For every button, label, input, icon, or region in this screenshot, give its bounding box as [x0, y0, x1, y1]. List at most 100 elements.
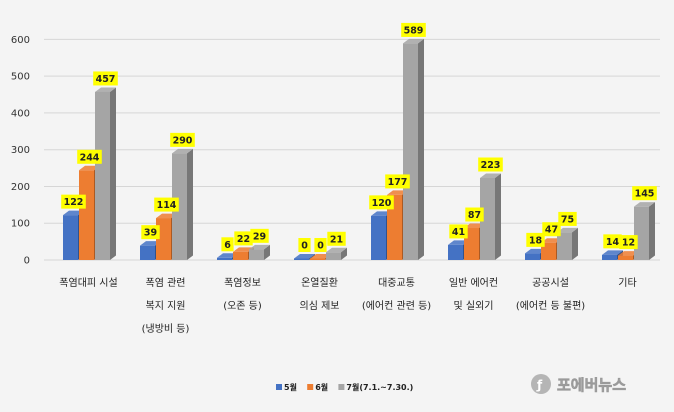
x-tick-label-line: 기타	[618, 277, 636, 289]
y-tick-label: 300	[11, 145, 30, 156]
legend-swatch	[307, 384, 314, 390]
data-label-bg	[221, 237, 234, 252]
watermark-logo-glyph: ƒ	[536, 378, 543, 392]
data-label: 145	[632, 186, 657, 201]
data-label-text: 244	[80, 152, 100, 163]
x-tick-label-line: 의심 제보	[300, 300, 340, 312]
bar-front	[294, 258, 309, 260]
bar-front	[602, 254, 617, 260]
x-tick-label-line: 공공시설	[532, 277, 569, 289]
bar-top	[448, 240, 469, 245]
data-label-bg	[619, 235, 638, 250]
data-label-bg	[401, 22, 426, 37]
x-tick-label: 폭염대피 시설	[59, 277, 117, 289]
legend-swatch	[276, 384, 282, 390]
y-tick-label: 500	[11, 72, 30, 83]
bar-top	[326, 247, 347, 253]
data-label-text: 6	[224, 240, 231, 251]
bar-front	[464, 228, 479, 260]
bar-side	[187, 148, 193, 260]
x-tick-label: 기타	[618, 277, 636, 289]
x-tick-label-line: (오존 등)	[223, 300, 262, 312]
watermark: ƒ 포에버뉴스	[531, 374, 627, 394]
bar-front	[217, 257, 232, 260]
watermark-logo-icon	[531, 374, 551, 394]
x-tick-label: 공공시설 (에어컨 등 불편)	[516, 277, 585, 312]
bar-top	[541, 238, 562, 243]
data-label-text: 87	[468, 210, 481, 221]
x-tick-label-line: 일반 에어컨	[449, 277, 498, 289]
data-label: 0	[314, 238, 327, 252]
x-tick-label-line: 폭염 관련	[146, 277, 186, 289]
bar-top	[525, 248, 546, 254]
bar-top	[217, 253, 238, 258]
bar	[557, 227, 578, 260]
data-label-bg	[77, 149, 102, 164]
bar-front	[233, 251, 248, 260]
bar-side	[418, 38, 424, 260]
y-tick-label: 200	[11, 182, 30, 193]
bar-front	[618, 255, 633, 260]
data-label-text: 145	[635, 189, 655, 200]
y-tick-label: 600	[11, 35, 30, 46]
data-label: 290	[170, 132, 195, 147]
data-label-bg	[250, 228, 269, 243]
data-label-text: 14	[606, 237, 620, 248]
bar-front	[63, 215, 78, 260]
data-label-text: 177	[388, 177, 408, 188]
legend-label: 7월(7.1.~7.30.)	[346, 382, 413, 392]
data-label: 75	[558, 211, 577, 226]
x-tick-label-line: 복지 지원	[146, 300, 186, 312]
data-label-text: 41	[452, 227, 465, 238]
data-label-text: 0	[317, 241, 324, 252]
x-tick-label-line: 및 실외기	[454, 300, 494, 312]
bar-side	[110, 87, 116, 260]
legend-swatch	[338, 384, 345, 390]
data-label-bg	[234, 231, 253, 246]
bar-front	[541, 242, 556, 260]
x-tick-label-line: (냉방비 등)	[142, 323, 190, 335]
data-label-bg	[170, 132, 195, 147]
data-label-bg	[369, 195, 394, 210]
bar-top	[310, 254, 331, 259]
bar-top	[371, 211, 392, 216]
data-label-bg	[526, 232, 545, 247]
bar-top	[403, 38, 424, 44]
bar-top	[249, 244, 270, 250]
y-tick-label: 100	[11, 219, 30, 230]
bar-front	[79, 170, 94, 260]
bar-front	[525, 253, 540, 260]
data-label-text: 18	[529, 235, 543, 246]
bar-top	[95, 87, 116, 92]
data-label: 87	[465, 207, 484, 222]
data-label-bg	[61, 194, 86, 209]
bar	[249, 244, 270, 260]
data-label-bg	[314, 238, 327, 252]
data-label-text: 122	[64, 197, 84, 208]
data-label: 14	[603, 234, 622, 249]
data-label: 177	[385, 174, 410, 189]
bar-top	[172, 148, 193, 154]
data-label-text: 589	[404, 25, 424, 36]
data-label-text: 114	[157, 200, 177, 211]
bar-front	[634, 206, 649, 260]
data-label: 457	[93, 71, 118, 86]
legend-label: 6월	[315, 382, 328, 392]
data-label: 589	[401, 22, 426, 37]
data-label-text: 120	[372, 198, 392, 209]
bar-front	[387, 194, 402, 260]
bar-top	[233, 247, 254, 252]
data-label: 29	[250, 228, 269, 243]
y-tick-label: 400	[11, 108, 30, 119]
data-label: 12	[619, 235, 638, 250]
data-label-bg	[478, 157, 503, 172]
bar	[480, 173, 501, 260]
data-label-bg	[603, 234, 622, 249]
bar-front	[480, 178, 495, 260]
legend-label: 5월	[284, 382, 297, 392]
